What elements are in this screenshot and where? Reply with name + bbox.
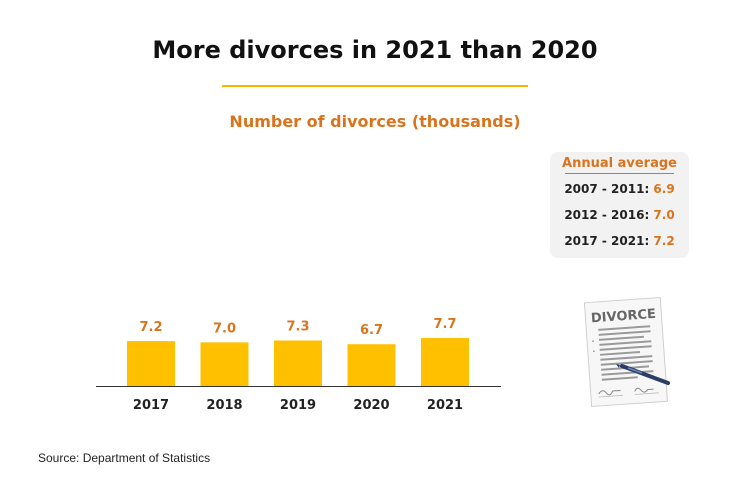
chart-subtitle: Number of divorces (thousands) — [229, 112, 521, 131]
x-tick-label: 2021 — [427, 398, 463, 413]
divorce-document-icon: DIVORCE — [583, 296, 670, 408]
data-label: 7.2 — [139, 320, 162, 335]
signature-right — [634, 387, 654, 393]
data-label: 7.3 — [286, 319, 309, 334]
x-tick-label: 2017 — [133, 398, 169, 413]
bar-2018 — [200, 342, 249, 386]
bar-2021 — [421, 338, 469, 386]
annual-average-period: 2017 - 2021: — [564, 234, 654, 248]
x-tick-label: 2019 — [280, 398, 316, 413]
bar-2020 — [347, 344, 396, 386]
data-label: 7.0 — [213, 321, 236, 336]
signature-left — [598, 389, 621, 396]
data-label: 6.7 — [360, 323, 383, 338]
document-text-lines — [592, 325, 654, 381]
x-tick-label: 2020 — [353, 398, 389, 413]
document-heading: DIVORCE — [591, 307, 657, 326]
title-underline — [222, 85, 528, 87]
source-note: Source: Department of Statistics — [38, 451, 211, 465]
annual-average-row: 2012 - 2016: 7.0 — [550, 208, 689, 222]
annual-average-period: 2012 - 2016: — [564, 208, 654, 222]
annual-average-row: 2007 - 2011: 6.9 — [550, 182, 689, 196]
chart-title: More divorces in 2021 than 2020 — [152, 36, 598, 64]
data-label: 7.7 — [433, 317, 456, 332]
annual-average-panel: Annual average 2007 - 2011: 6.9 2012 - 2… — [550, 152, 689, 258]
annual-average-value: 7.0 — [653, 208, 675, 222]
pen-icon — [616, 364, 670, 385]
annual-average-row: 2017 - 2021: 7.2 — [550, 234, 689, 248]
annual-average-value: 6.9 — [653, 182, 675, 196]
annual-average-period: 2007 - 2011: — [564, 182, 654, 196]
bar-2019 — [274, 340, 322, 386]
annual-average-value: 7.2 — [653, 234, 675, 248]
bar-2017 — [127, 341, 175, 386]
x-tick-label: 2018 — [206, 398, 242, 413]
annual-average-title: Annual average — [562, 156, 677, 171]
annual-average-title-underline — [565, 173, 674, 174]
